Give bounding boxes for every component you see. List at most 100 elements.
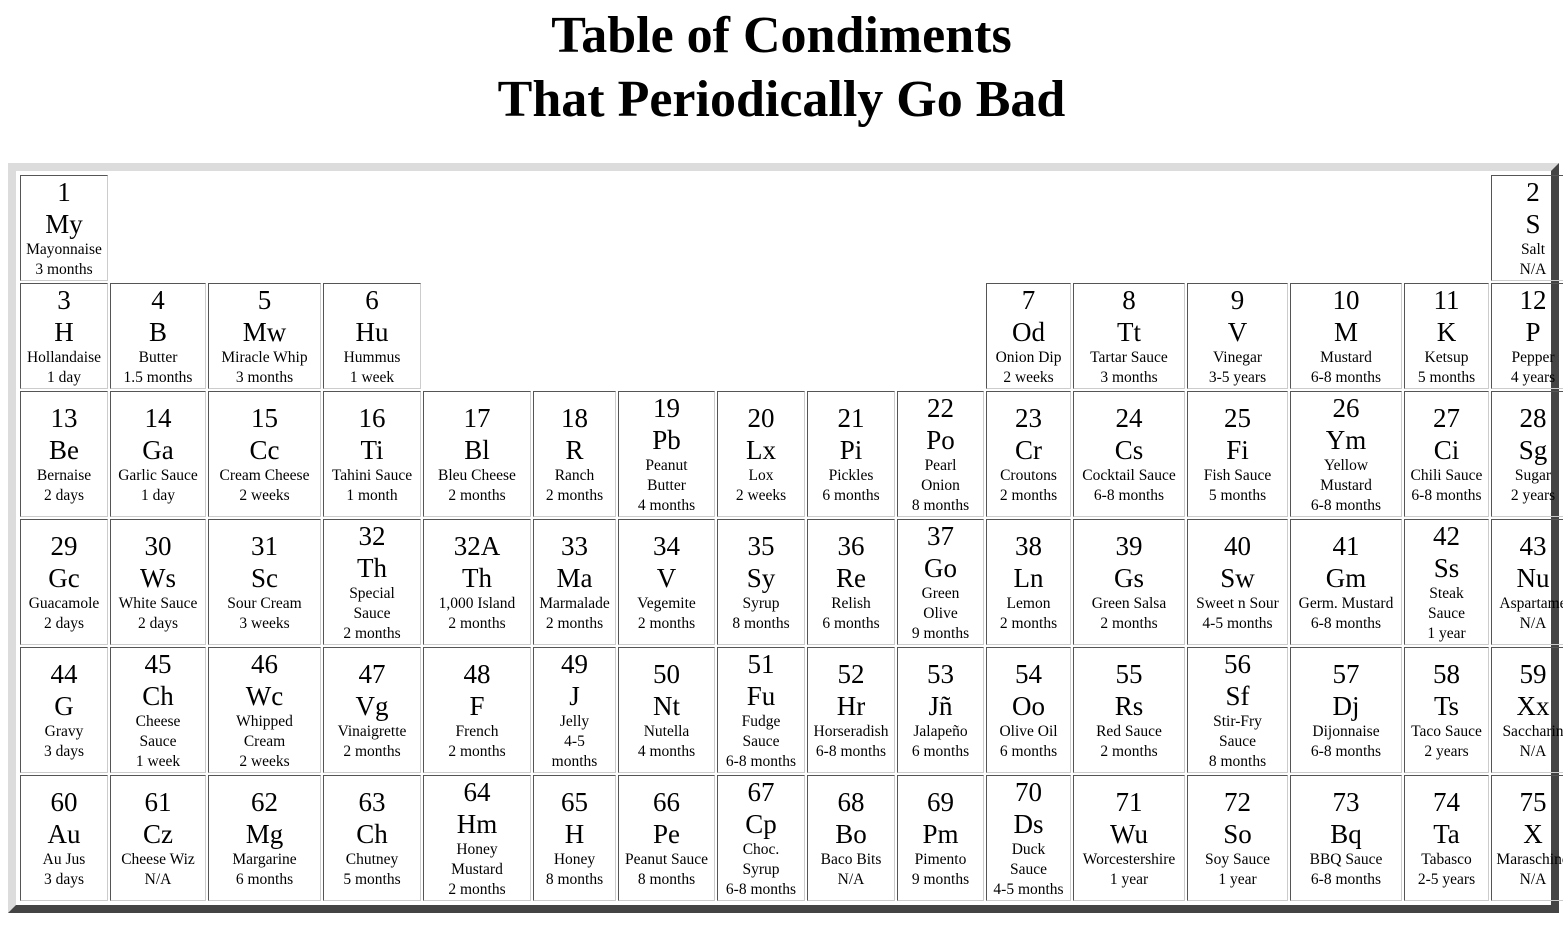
condiment-name: Butter [138, 349, 178, 366]
condiment-name: Green [921, 585, 960, 602]
element-symbol: R [565, 435, 584, 465]
element-symbol: Ts [1433, 691, 1460, 721]
element-symbol: So [1223, 819, 1252, 849]
condiment-name: Vegemite [637, 595, 696, 612]
element-cell: 34 V Vegemite 2 months [618, 519, 715, 645]
element-number: 66 [653, 787, 680, 817]
element-cell: 40 Sw Sweet n Sour 4-5 months [1187, 519, 1288, 645]
element-cell: 29 Gc Guacamole 2 days [20, 519, 108, 645]
element-cell: 55 Rs Red Sauce 2 months [1073, 647, 1185, 773]
element-cell: 32A Th 1,000 Island 2 months [423, 519, 531, 645]
shelf-life: 3 months [1100, 369, 1158, 386]
shelf-life: 2 months [448, 881, 506, 898]
element-number: 23 [1015, 403, 1042, 433]
element-cell: 44 G Gravy 3 days [20, 647, 108, 773]
element-symbol: Ch [142, 681, 174, 711]
shelf-life: N/A [1519, 261, 1547, 278]
element-number: 28 [1519, 403, 1547, 433]
shelf-life: 2 years [1424, 743, 1469, 760]
condiment-name: Peanut Sauce [624, 851, 709, 868]
element-symbol: M [1333, 317, 1358, 347]
element-symbol: Bq [1330, 819, 1362, 849]
shelf-life: 4-5 months [993, 881, 1064, 898]
shelf-life: 6-8 months [1310, 615, 1382, 632]
shelf-life: 6-8 months [815, 743, 887, 760]
element-symbol: H [54, 317, 74, 347]
condiment-name: Baco Bits [820, 851, 882, 868]
condiment-name: Butter [647, 477, 686, 494]
element-number: 56 [1224, 649, 1251, 679]
element-symbol: V [656, 563, 677, 593]
condiment-name: Miracle Whip [221, 349, 308, 366]
periodic-table-frame: 1 My Mayonnaise 3 months 2 S Salt N/A 3 H Hollanda… [8, 163, 1563, 913]
shelf-life: 6 months [822, 487, 880, 504]
element-cell: 24 Cs Cocktail Sauce 6-8 months [1073, 391, 1185, 517]
element-cell: 38 Ln Lemon 2 months [986, 519, 1071, 645]
element-number: 1 [57, 177, 71, 207]
shelf-life: 2 months [343, 743, 401, 760]
shelf-life: 3 days [43, 871, 85, 888]
element-cell: 1 My Mayonnaise 3 months [20, 175, 108, 281]
condiment-name: Sauce [742, 733, 780, 750]
condiment-name: Cheese [135, 713, 181, 730]
shelf-life: 5 months [343, 871, 401, 888]
shelf-life: 2 weeks [239, 487, 290, 504]
element-number: 21 [837, 403, 865, 433]
element-number: 45 [144, 649, 172, 679]
element-symbol: Ti [360, 435, 384, 465]
element-cell: 60 Au Au Jus 3 days [20, 775, 108, 901]
shelf-life: 2 months [999, 487, 1058, 504]
element-cell: 22 Po Pearl Onion 8 months [897, 391, 984, 517]
element-number: 38 [1015, 531, 1042, 561]
element-number: 67 [747, 777, 775, 807]
condiment-name: Pimento [914, 851, 967, 868]
element-number: 35 [747, 531, 775, 561]
element-cell: 9 V Vinegar 3-5 years [1187, 283, 1288, 389]
element-number: 6 [365, 285, 379, 315]
element-cell: 31 Sc Sour Cream 3 weeks [208, 519, 321, 645]
element-number: 14 [144, 403, 172, 433]
condiment-name: Nutella [643, 723, 690, 740]
element-symbol: Lx [746, 435, 776, 465]
condiment-name: Ranch [554, 467, 595, 484]
element-symbol: Wc [245, 681, 284, 711]
element-cell: 74 Ta Tabasco 2-5 years [1404, 775, 1489, 901]
element-symbol: V [1227, 317, 1248, 347]
element-cell: 6 Hu Hummus 1 week [323, 283, 421, 389]
condiment-name: Steak [1429, 585, 1464, 602]
element-number: 25 [1224, 403, 1251, 433]
shelf-life: 4 years [1510, 369, 1556, 386]
element-symbol: Dj [1332, 691, 1360, 721]
element-cell: 26 Ym Yellow Mustard 6-8 months [1290, 391, 1402, 517]
element-cell: 69 Pm Pimento 9 months [897, 775, 984, 901]
condiment-name: Sour Cream [227, 595, 302, 612]
condiment-name: Cream [243, 733, 286, 750]
condiment-name: Bernaise [36, 467, 92, 484]
element-number: 52 [837, 659, 865, 689]
element-symbol: Ch [356, 819, 388, 849]
element-cell: 25 Fi Fish Sauce 5 months [1187, 391, 1288, 517]
element-cell: 41 Gm Germ. Mustard 6-8 months [1290, 519, 1402, 645]
element-number: 55 [1115, 659, 1143, 689]
shelf-life: 1 day [46, 369, 81, 386]
element-number: 7 [1021, 285, 1036, 315]
shelf-life: N/A [1519, 743, 1547, 760]
element-symbol: F [469, 691, 485, 721]
shelf-life: 2 weeks [1003, 369, 1054, 386]
element-cell: 54 Oo Olive Oil 6 months [986, 647, 1071, 773]
shelf-life: 1 week [135, 753, 181, 770]
condiment-name: Whipped [236, 713, 293, 730]
element-symbol: Ma [556, 563, 593, 593]
element-number: 72 [1224, 787, 1251, 817]
element-symbol: X [1523, 819, 1543, 849]
element-number: 27 [1433, 403, 1460, 433]
element-number: 69 [927, 787, 954, 817]
shelf-life: 3 days [43, 743, 85, 760]
empty-gap [423, 283, 984, 389]
condiment-name: Tartar Sauce [1090, 349, 1168, 366]
shelf-life: 2 months [1100, 743, 1158, 760]
table-row: 3 H Hollandaise 1 day 4 B Butter 1.5 months 5 Mw M… [20, 283, 1563, 389]
condiment-name: Marmalade [539, 595, 610, 612]
shelf-life: 2 months [343, 625, 401, 642]
element-symbol: Sf [1225, 681, 1250, 711]
